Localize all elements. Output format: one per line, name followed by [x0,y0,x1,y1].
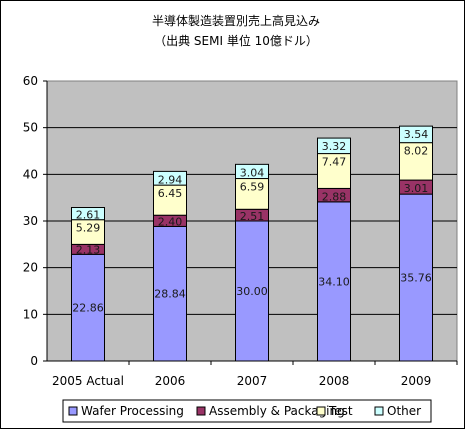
data-label: 28.84 [154,288,186,301]
bar-segment [317,137,351,155]
y-tick-label: 60 [23,74,38,88]
bar-segment [235,178,269,210]
chart-subtitle: （出典 SEMI 単位 10億ドル） [154,33,318,48]
chart-title: 半導体製造装置別売上高見込み [152,13,320,28]
bar-segment [235,163,269,180]
x-tick-label: 2008 [319,374,350,388]
bar-segment [235,220,269,362]
legend-box [62,399,432,423]
data-label: 2.51 [240,210,265,223]
legend-swatch [68,406,78,416]
data-label: 8.02 [404,145,429,158]
legend-label: Wafer Processing [81,404,184,418]
bar-segment [153,184,187,216]
legend-swatch [374,406,384,416]
x-tick-label: 2009 [401,374,432,388]
legend: Wafer Processing Assembly & PackagingTest… [62,399,432,423]
legend-swatch [316,406,326,416]
y-tick-label: 20 [23,261,38,275]
data-label: 2.13 [76,243,101,256]
data-label: 6.45 [158,187,183,200]
y-tick-label: 50 [23,121,38,135]
x-tick-label: 2006 [155,374,186,388]
bar-segment [399,142,433,181]
data-label: 22.86 [72,302,104,315]
y-tick-label: 40 [23,167,38,181]
legend-swatch [196,406,206,416]
bar-segment [153,170,187,186]
data-label: 7.47 [322,156,347,169]
bar-segment [317,201,351,362]
bar-segment [399,125,433,144]
data-label: 3.32 [322,140,347,153]
data-label: 2.61 [76,209,101,222]
data-label: 2.40 [158,215,183,228]
data-label: 34.10 [318,275,350,288]
data-label: 6.59 [240,181,265,194]
x-tick-label: 2005 Actual [52,374,124,388]
bar-segment [71,219,105,245]
bar-segment [399,193,433,362]
data-label: 3.04 [240,166,265,179]
legend-label: Test [328,404,353,418]
y-tick-label: 10 [23,307,38,321]
bar-segment [71,207,105,221]
legend-label: Assembly & Packaging [209,404,345,418]
bar-segment [71,253,105,362]
data-label: 3.01 [404,182,429,195]
x-tick-label: 2007 [237,374,268,388]
data-label: 35.76 [400,272,432,285]
data-label: 3.54 [404,128,429,141]
y-tick-label: 30 [23,214,38,228]
data-label: 30.00 [236,285,268,298]
plot-area: 0 10 20 30 40 50 60 22.86 2.13 5.292.61 2005 Actua… [23,74,458,388]
data-label: 2.88 [322,190,347,203]
data-label: 5.29 [76,222,101,235]
legend-label: Other [387,404,421,418]
data-label: 2.94 [158,173,183,186]
y-tick-label: 0 [30,354,38,368]
